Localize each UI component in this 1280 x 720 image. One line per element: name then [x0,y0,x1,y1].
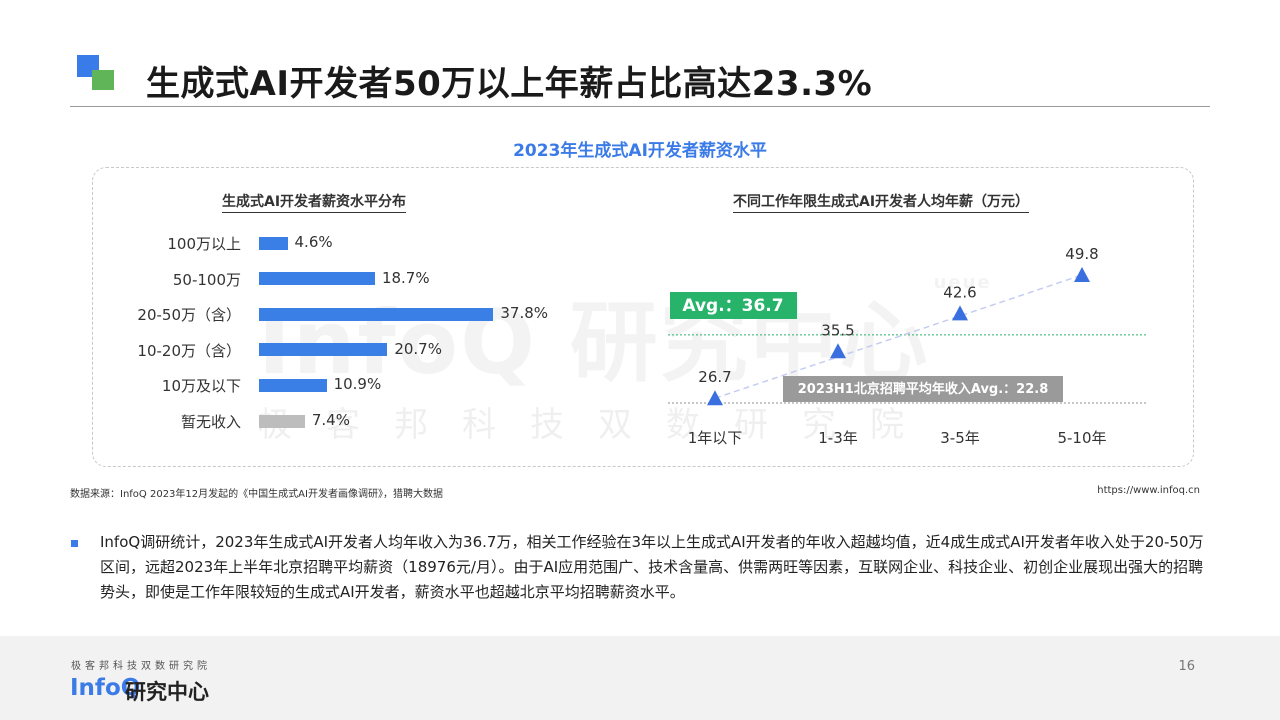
bullet-icon [71,540,78,547]
bar [259,414,305,428]
data-source: 数据来源：InfoQ 2023年12月发起的《中国生成式AI开发者画像调研》，猎… [70,489,443,500]
line-chart-title: 不同工作年限生成式AI开发者人均年薪（万元） [733,191,1030,213]
bar-value-label: 7.4% [311,411,350,429]
chart-panel [92,167,1194,467]
bar [259,307,494,321]
source-url: https://www.infoq.cn [1097,485,1200,496]
page-number: 16 [1178,659,1195,674]
bar-category-label: 10-20万（含） [137,341,241,360]
bar [259,378,327,392]
bar-category-label: 暂无收入 [180,413,241,431]
footer-org-name: 极客邦科技双数研究院 [71,661,211,672]
logo-square-green [92,70,114,90]
panel-title: 2023年生成式AI开发者薪资水平 [513,141,767,161]
watermark-subtitle: 极客邦科技双数研究院 [258,405,938,445]
title-divider [70,106,1210,107]
footer-logo-text: 研究中心 [125,680,209,704]
bar-category-label: 50-100万 [172,270,241,289]
bar-value-label: 18.7% [381,268,430,287]
footer [0,636,1280,720]
bar [259,236,288,250]
footer-logo: InfoQ [70,675,141,701]
bar-category-label: 20-50万（含） [137,306,241,325]
bar-chart-title: 生成式AI开发者薪资水平分布 [222,191,407,213]
bar-value-label: 10.9% [333,375,382,394]
bar [259,272,375,286]
bar-value-label: 37.8% [500,304,549,323]
bar-value-label: 4.6% [294,233,333,251]
bar-value-label: 20.7% [394,339,442,358]
summary-paragraph: InfoQ调研统计，2023年生成式AI开发者人均年收入为36.7万，相关工作经… [100,533,1204,601]
bar-category-label: 100万以上 [167,235,241,253]
bar [259,343,388,357]
bar-category-label: 10万及以下 [161,377,241,396]
page-title: 生成式AI开发者50万以上年薪占比高达23.3% [146,64,873,104]
